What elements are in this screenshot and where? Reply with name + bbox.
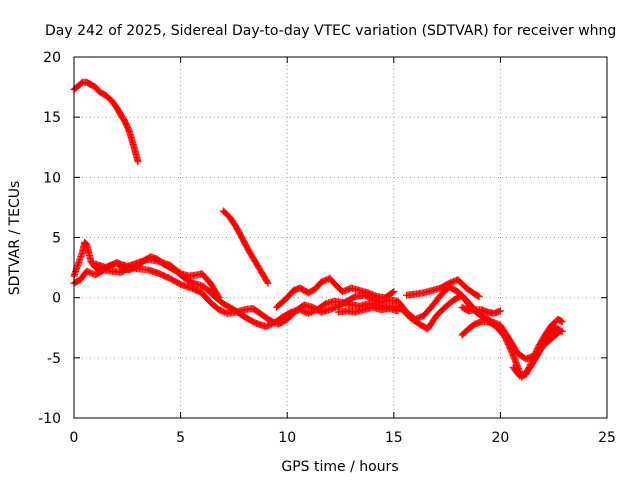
- series-track-g: [334, 303, 402, 316]
- y-axis-label: SDTVAR / TECUs: [7, 181, 23, 296]
- data-point: [394, 307, 402, 315]
- data-point: [555, 328, 563, 336]
- axes: 0 5 10 15 20 25 -10 -5 0 5 10 15 20: [38, 50, 616, 446]
- y-tick-label: 0: [52, 291, 61, 307]
- y-tick-label: 20: [43, 50, 61, 66]
- plot-frame: [73, 56, 608, 419]
- data-point: [263, 278, 271, 286]
- data-point: [264, 279, 272, 287]
- grid: [74, 57, 607, 418]
- x-tick-label: 5: [176, 430, 185, 446]
- data-point: [389, 289, 397, 297]
- data-point: [474, 292, 482, 300]
- data-point: [496, 307, 504, 315]
- data-points: [70, 78, 566, 381]
- x-tick-label: 15: [385, 430, 403, 446]
- data-point: [490, 320, 498, 328]
- x-axis-label: GPS time / hours: [281, 459, 398, 475]
- y-tick-label: 5: [52, 231, 61, 247]
- data-point: [134, 158, 142, 166]
- data-point: [215, 294, 223, 302]
- data-point: [214, 292, 222, 300]
- chart-title: Day 242 of 2025, Sidereal Day-to-day VTE…: [45, 23, 616, 39]
- y-tick-label: -5: [47, 351, 61, 367]
- series-track-d: [91, 255, 223, 302]
- series-track-i: [458, 303, 504, 317]
- y-tick-label: 15: [43, 110, 61, 126]
- series-track-k: [509, 315, 566, 380]
- series-track-h: [403, 276, 483, 300]
- series-track-e: [219, 207, 272, 287]
- y-tick-label: -10: [38, 411, 61, 427]
- data-point: [556, 327, 564, 335]
- data-point: [475, 292, 483, 300]
- x-tick-label: 20: [491, 430, 509, 446]
- series-track-f: [273, 274, 398, 311]
- series-track-a: [70, 78, 142, 166]
- data-point: [557, 317, 565, 325]
- y-tick-label: 10: [43, 170, 61, 186]
- data-point: [390, 288, 398, 296]
- series-track-j: [458, 318, 498, 339]
- x-tick-label: 10: [278, 430, 296, 446]
- data-point: [558, 318, 566, 326]
- x-tick-label: 0: [70, 430, 79, 446]
- x-tick-label: 25: [598, 430, 616, 446]
